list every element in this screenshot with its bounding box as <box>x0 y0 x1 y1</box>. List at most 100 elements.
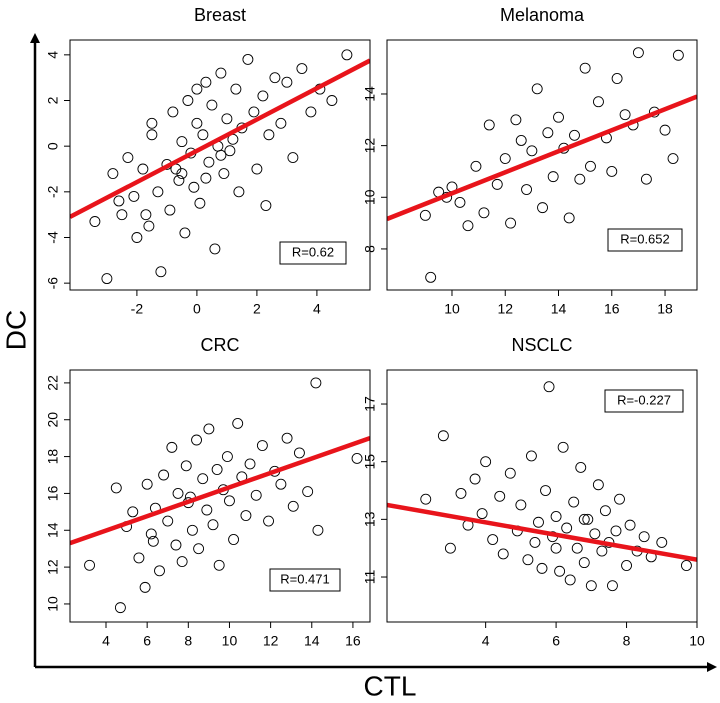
x-tick-label: 18 <box>657 301 673 317</box>
y-tick-label: 2 <box>45 96 61 104</box>
trend-line <box>70 58 370 219</box>
point <box>84 559 95 571</box>
x-tick-label: 10 <box>444 301 460 317</box>
point <box>230 83 242 95</box>
plot-frame <box>69 39 371 291</box>
point <box>522 554 534 566</box>
x-tick-label: 16 <box>345 633 361 649</box>
point <box>420 493 432 505</box>
point <box>251 163 263 175</box>
point <box>206 99 218 111</box>
point <box>478 207 490 219</box>
panel-title: Breast <box>194 5 246 25</box>
panel: Breast -2 0 2 4 -6 -4 -2 0 2 4 R=0.62 <box>45 5 371 317</box>
point <box>553 111 564 123</box>
point <box>193 543 205 555</box>
point <box>194 197 206 209</box>
point <box>152 186 164 198</box>
point <box>568 496 580 508</box>
point <box>680 560 692 571</box>
point <box>164 204 176 216</box>
point <box>182 95 194 106</box>
point <box>302 486 314 498</box>
point <box>180 460 192 472</box>
panel-title: NSCLC <box>511 335 572 355</box>
point <box>146 129 158 141</box>
point <box>233 186 245 198</box>
x-tick-label: -2 <box>131 301 144 317</box>
plot-frame <box>386 369 698 623</box>
point <box>571 542 583 554</box>
x-tick-label: 8 <box>184 633 192 649</box>
point <box>531 83 543 95</box>
point <box>659 124 671 136</box>
point <box>491 178 503 190</box>
points <box>387 381 697 592</box>
y-tick-label: 10 <box>45 596 61 612</box>
point <box>624 519 636 531</box>
point <box>260 200 272 211</box>
point <box>215 67 227 79</box>
point <box>444 542 456 554</box>
panel-title: Melanoma <box>500 5 585 25</box>
y-tick-label: 4 <box>45 51 61 59</box>
point <box>209 243 221 255</box>
point <box>540 485 551 496</box>
panel: Melanoma 10 12 14 16 18 8 10 12 14 R=0.652 <box>362 5 698 317</box>
annotation: R=-0.227 <box>617 392 671 407</box>
point <box>476 508 488 520</box>
point <box>341 49 353 61</box>
point <box>176 168 188 180</box>
point <box>585 160 596 172</box>
trend-line <box>70 436 370 546</box>
point <box>526 145 538 157</box>
point <box>536 562 548 574</box>
point <box>510 114 522 126</box>
point <box>437 430 449 442</box>
point <box>197 129 209 141</box>
point <box>221 451 233 463</box>
point <box>110 482 122 494</box>
point <box>173 174 185 186</box>
y-tick-label: 12 <box>362 138 378 154</box>
point <box>257 90 269 102</box>
point <box>116 209 128 221</box>
point <box>203 156 215 168</box>
x-tick-label: 12 <box>263 633 279 649</box>
point <box>176 556 188 568</box>
point <box>462 220 474 232</box>
point <box>131 232 143 243</box>
x-axis-label: CTL <box>364 670 417 701</box>
y-tick-label: -6 <box>45 277 61 290</box>
point <box>113 195 125 207</box>
point <box>133 552 145 564</box>
y-tick-label: 16 <box>45 485 61 501</box>
y-tick-label: -2 <box>45 185 61 198</box>
y-axis-label: DC <box>0 310 31 350</box>
point <box>578 557 590 569</box>
point <box>281 76 293 88</box>
point <box>621 560 632 571</box>
point <box>521 184 533 195</box>
point <box>310 377 322 389</box>
point <box>263 129 275 141</box>
x-tick-label: 4 <box>102 633 110 649</box>
x-tick-label: 14 <box>304 633 320 649</box>
x-tick-label: 16 <box>604 301 620 317</box>
point <box>611 73 623 84</box>
point <box>122 152 134 164</box>
point <box>569 129 580 141</box>
point <box>480 456 492 468</box>
point <box>186 524 198 536</box>
point <box>579 62 591 74</box>
point <box>305 106 317 118</box>
y-tick-label: 15 <box>362 454 378 470</box>
point <box>640 173 652 185</box>
y-tick-label: 0 <box>45 142 61 150</box>
point <box>425 271 437 283</box>
point <box>483 119 495 131</box>
point <box>200 172 212 184</box>
x-tick-label: 4 <box>313 301 321 317</box>
point <box>191 434 202 446</box>
